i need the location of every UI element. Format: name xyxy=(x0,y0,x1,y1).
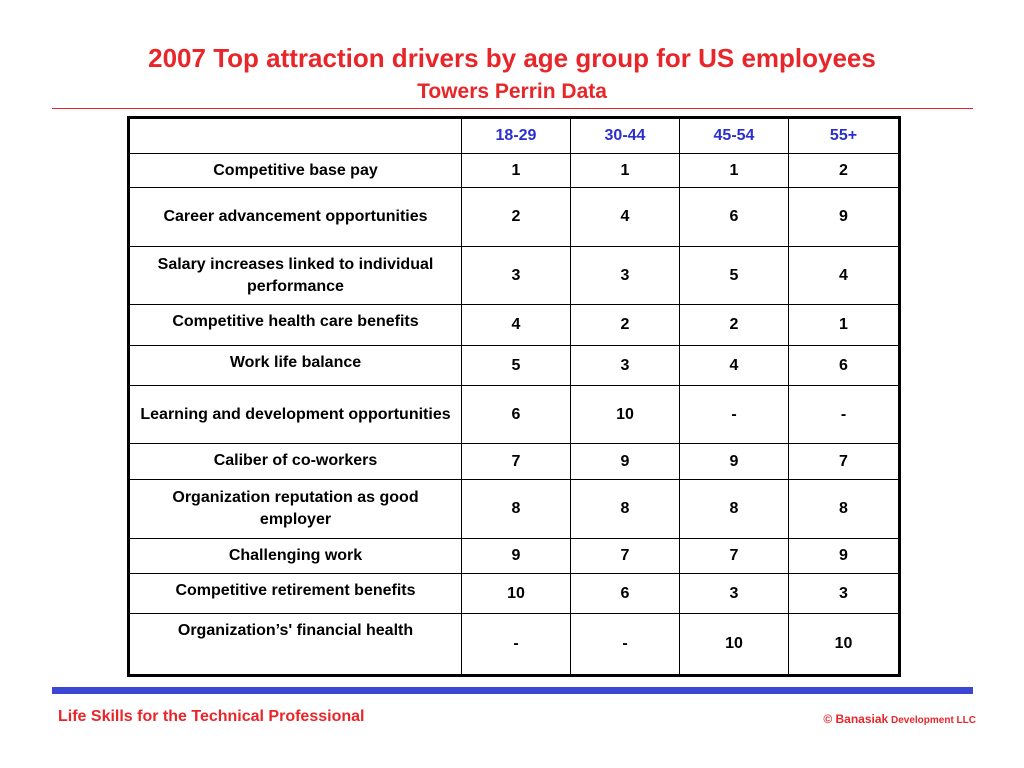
table-cell: 1 xyxy=(788,304,900,346)
table-cell: 4 xyxy=(788,246,900,305)
table-row: Career advancement opportunities 2 4 6 9 xyxy=(128,187,900,247)
table-cell: 3 xyxy=(570,246,680,305)
row-label: Work life balance xyxy=(128,345,462,386)
table-cell: 10 xyxy=(679,613,789,676)
table-cell: 10 xyxy=(788,613,900,676)
copyright-suffix: Development LLC xyxy=(888,715,976,726)
table-cell: 8 xyxy=(788,479,900,539)
table-row: Learning and development opportunities 6… xyxy=(128,385,900,444)
row-label: Learning and development opportunities xyxy=(128,385,462,444)
table-cell: 6 xyxy=(679,187,789,247)
table-cell: 9 xyxy=(679,443,789,480)
row-label: Organization’s' financial health xyxy=(128,613,462,676)
column-header: 55+ xyxy=(788,117,900,154)
table-header-row: 18-29 30-44 45-54 55+ xyxy=(128,117,900,154)
column-header: 30-44 xyxy=(570,117,680,154)
row-label: Competitive retirement benefits xyxy=(128,573,462,614)
header-corner-cell xyxy=(128,117,462,154)
row-label: Salary increases linked to individual pe… xyxy=(128,246,462,305)
table-cell: 7 xyxy=(788,443,900,480)
row-label: Competitive health care benefits xyxy=(128,304,462,346)
table-cell: 7 xyxy=(461,443,571,480)
table-cell: - xyxy=(788,385,900,444)
slide-title: 2007 Top attraction drivers by age group… xyxy=(148,43,876,73)
row-label: Career advancement opportunities xyxy=(128,187,462,247)
column-header: 18-29 xyxy=(461,117,571,154)
row-label: Organization reputation as good employer xyxy=(128,479,462,539)
row-label: Competitive base pay xyxy=(128,153,462,188)
table-cell: 3 xyxy=(679,573,789,614)
table-row: Organization reputation as good employer… xyxy=(128,479,900,539)
drivers-table: 18-29 30-44 45-54 55+ Competitive base p… xyxy=(127,116,901,677)
table-cell: 5 xyxy=(461,345,571,386)
table-cell: 3 xyxy=(570,345,680,386)
table-cell: 1 xyxy=(679,153,789,188)
table-cell: 6 xyxy=(461,385,571,444)
table-cell: 2 xyxy=(570,304,680,346)
table-cell: 9 xyxy=(570,443,680,480)
table-row: Work life balance 5 3 4 6 xyxy=(128,345,900,386)
column-header: 45-54 xyxy=(679,117,789,154)
table-cell: - xyxy=(679,385,789,444)
row-label: Caliber of co-workers xyxy=(128,443,462,480)
table-cell: 4 xyxy=(461,304,571,346)
table-cell: - xyxy=(570,613,680,676)
table-cell: 2 xyxy=(679,304,789,346)
table-cell: 2 xyxy=(461,187,571,247)
table-cell: 10 xyxy=(570,385,680,444)
table-cell: 4 xyxy=(679,345,789,386)
table-row: Organization’s' financial health - - 10 … xyxy=(128,613,900,676)
table-cell: 1 xyxy=(461,153,571,188)
table-row: Caliber of co-workers 7 9 9 7 xyxy=(128,443,900,480)
table-cell: 9 xyxy=(788,187,900,247)
table-row: Salary increases linked to individual pe… xyxy=(128,246,900,305)
table-cell: 2 xyxy=(788,153,900,188)
table-cell: 9 xyxy=(788,538,900,574)
table-cell: 7 xyxy=(570,538,680,574)
footer-course-title: Life Skills for the Technical Profession… xyxy=(58,708,365,725)
table-row: Competitive retirement benefits 10 6 3 3 xyxy=(128,573,900,614)
table-cell: 3 xyxy=(788,573,900,614)
footer-bar xyxy=(52,687,973,694)
table-cell: 8 xyxy=(461,479,571,539)
table-row: Challenging work 9 7 7 9 xyxy=(128,538,900,574)
copyright-owner: © Banasiak xyxy=(823,712,889,726)
table-row: Competitive health care benefits 4 2 2 1 xyxy=(128,304,900,346)
table-cell: 4 xyxy=(570,187,680,247)
table-cell: 5 xyxy=(679,246,789,305)
title-divider xyxy=(52,108,973,109)
table-cell: 6 xyxy=(570,573,680,614)
drivers-table-container: 18-29 30-44 45-54 55+ Competitive base p… xyxy=(127,116,901,677)
table-cell: 8 xyxy=(679,479,789,539)
table-cell: - xyxy=(461,613,571,676)
slide-subtitle: Towers Perrin Data xyxy=(417,80,607,103)
table-row: Competitive base pay 1 1 1 2 xyxy=(128,153,900,188)
table-cell: 1 xyxy=(570,153,680,188)
table-cell: 9 xyxy=(461,538,571,574)
table-cell: 7 xyxy=(679,538,789,574)
table-cell: 3 xyxy=(461,246,571,305)
table-cell: 10 xyxy=(461,573,571,614)
row-label: Challenging work xyxy=(128,538,462,574)
footer-copyright: © Banasiak Development LLC xyxy=(823,711,976,729)
table-cell: 6 xyxy=(788,345,900,386)
table-cell: 8 xyxy=(570,479,680,539)
